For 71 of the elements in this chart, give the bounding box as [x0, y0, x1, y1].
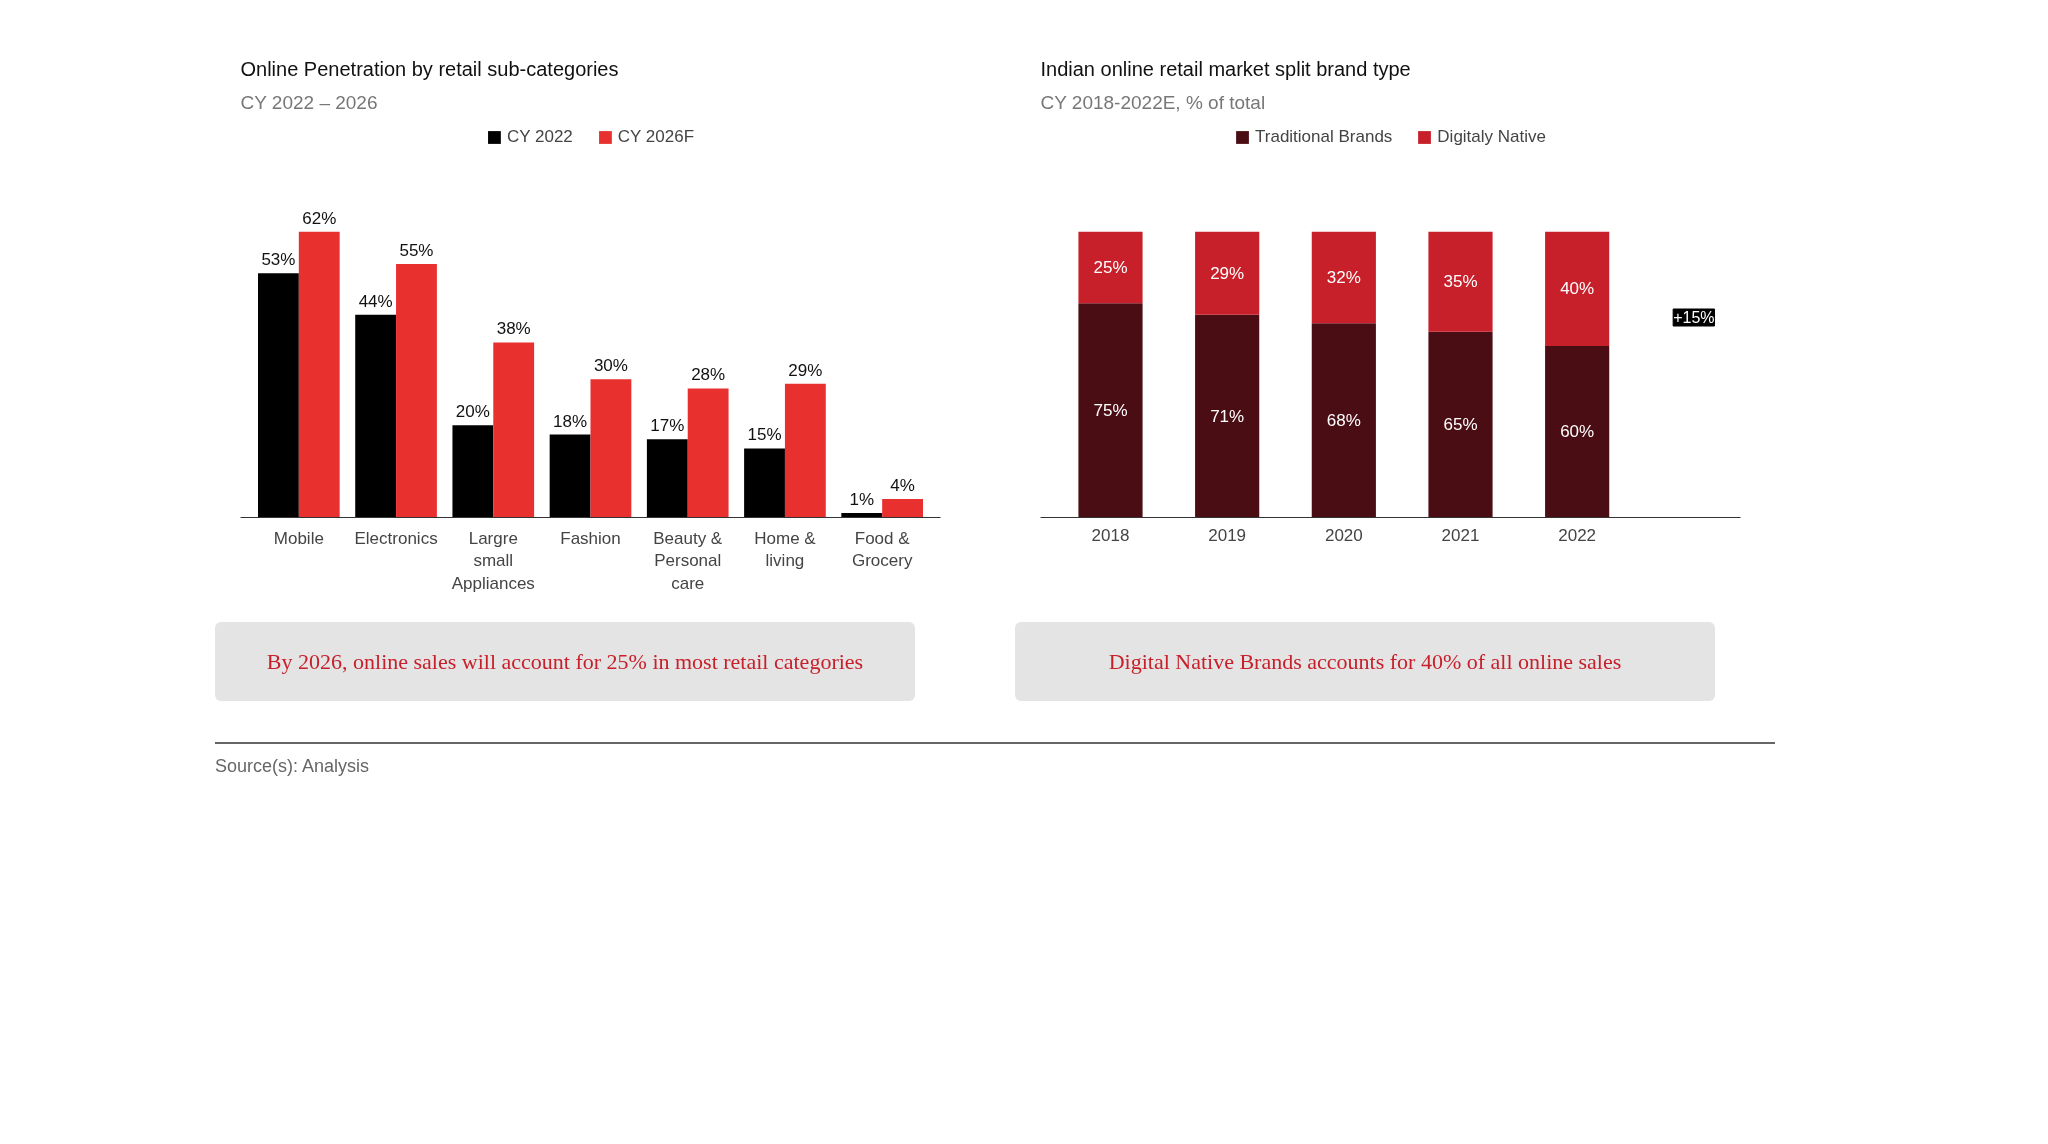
data-label: 30% — [593, 356, 628, 376]
chart-title: Indian online retail market split brand type — [1040, 57, 1411, 80]
data-label: 44% — [358, 291, 393, 311]
data-label: 68% — [1326, 410, 1361, 430]
x-tick-label: Mobile — [273, 528, 324, 548]
bar — [1195, 231, 1260, 315]
bar — [590, 379, 632, 518]
data-label: 15% — [747, 425, 782, 445]
bar — [1311, 323, 1376, 518]
chart-subtitle: CY 2018-2022E, % of total — [1040, 91, 1266, 113]
legend-label: Traditional Brands — [1255, 127, 1393, 147]
data-label: 20% — [455, 402, 490, 422]
data-label: 25% — [1093, 258, 1128, 277]
data-label: 17% — [650, 416, 685, 436]
data-label: 65% — [1443, 415, 1478, 435]
data-label: 55% — [399, 241, 434, 261]
text: Digital Native Brands accounts for 40% of all online sales — [1015, 622, 1715, 702]
source-note: Source(s): Analysis — [215, 742, 1775, 780]
x-tick-label: Home & living — [754, 528, 817, 571]
bar — [396, 264, 437, 518]
bar — [1078, 303, 1143, 518]
x-tick-label: Fashion — [560, 528, 621, 548]
bar — [258, 273, 299, 518]
bar — [687, 388, 729, 518]
data-label: 60% — [1560, 422, 1595, 442]
bar — [1545, 346, 1610, 518]
data-label: 18% — [553, 411, 588, 431]
data-label: 1% — [849, 489, 875, 509]
text: By 2026, online sales will account for 25% in most retail categories — [215, 622, 915, 702]
x-tick-label: 2020 — [1324, 525, 1363, 545]
data-label: 71% — [1210, 406, 1245, 426]
data-label: 35% — [1443, 272, 1478, 292]
data-label: 32% — [1326, 268, 1361, 287]
bar — [1428, 231, 1493, 332]
data-label: 38% — [496, 319, 531, 339]
bar — [452, 425, 494, 518]
bar — [1545, 231, 1610, 347]
legend-label: Digitaly Native — [1437, 127, 1546, 147]
bar — [744, 448, 785, 518]
x-tick-label: 2021 — [1441, 525, 1480, 545]
data-label: 40% — [1560, 279, 1595, 299]
bar — [1311, 231, 1376, 324]
data-label: 28% — [691, 365, 726, 385]
bar — [549, 434, 591, 518]
data-label: 29% — [1210, 263, 1245, 283]
bar — [1078, 231, 1143, 304]
bar — [493, 342, 535, 518]
data-label: 4% — [890, 476, 915, 496]
data-label: 29% — [788, 360, 823, 380]
data-label: 75% — [1093, 400, 1128, 420]
bar — [1428, 331, 1493, 518]
text: +15% — [1673, 309, 1715, 326]
legend-label: CY 2022 — [506, 127, 573, 147]
x-tick-label: Largre small Appliances — [451, 528, 535, 594]
bar — [355, 314, 397, 518]
bar — [1195, 314, 1260, 518]
x-tick-label: Beauty & Personal care — [653, 528, 723, 594]
x-tick-label: 2019 — [1208, 525, 1247, 545]
bar — [646, 439, 688, 518]
data-label: 62% — [302, 208, 337, 228]
bar — [298, 231, 340, 518]
x-tick-label: 2018 — [1091, 525, 1130, 545]
data-label: 53% — [261, 250, 296, 270]
chart-subtitle: CY 2022 – 2026 — [240, 91, 378, 113]
bar — [882, 499, 923, 518]
chart-title: Online Penetration by retail sub-categories — [240, 57, 619, 80]
bar — [784, 383, 826, 518]
legend-label: CY 2026F — [617, 127, 695, 147]
x-tick-label: 2022 — [1558, 525, 1597, 545]
x-tick-label: Electronics — [354, 528, 438, 548]
x-tick-label: Food & Grocery — [851, 528, 913, 571]
